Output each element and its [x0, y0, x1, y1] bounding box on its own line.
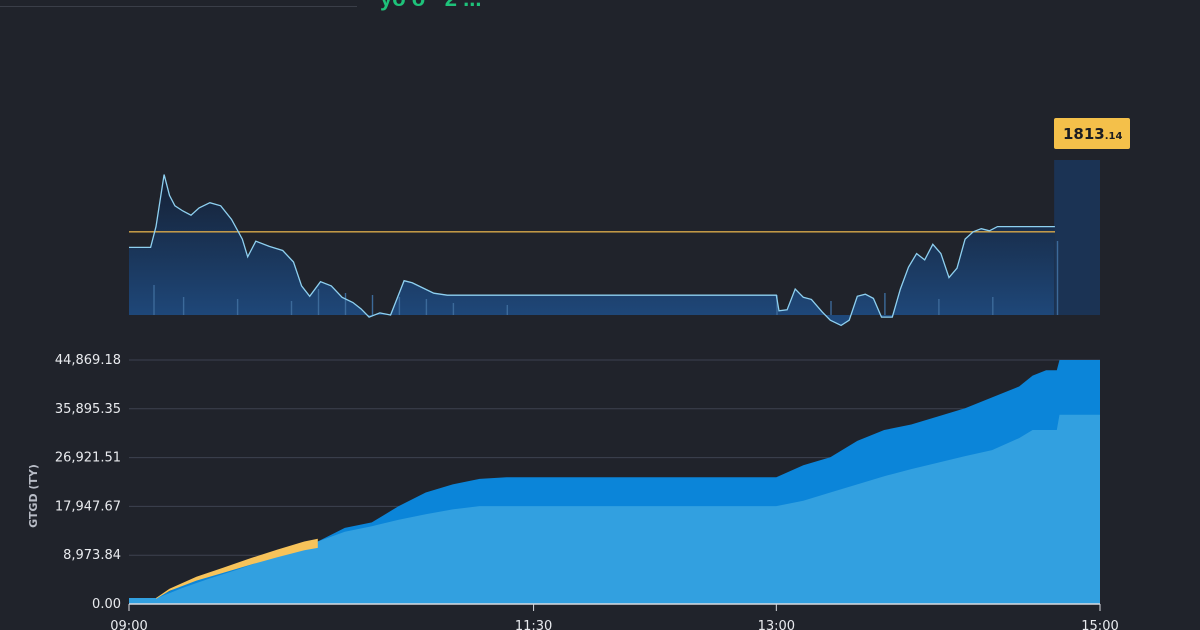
x-tick-label: 13:00 — [758, 619, 795, 630]
volume-bar — [344, 293, 347, 315]
y-tick-label: 44,869.18 — [55, 353, 121, 368]
volume-bar — [452, 303, 455, 315]
price-area-fill — [129, 174, 1055, 326]
early-session-band — [156, 538, 318, 599]
y-tick-label: 26,921.51 — [55, 451, 121, 466]
price-series-line — [129, 174, 1055, 327]
y-tick-label: 8,973.84 — [63, 548, 121, 563]
y-axis-title: GTGD (TY) — [27, 464, 40, 528]
top-divider — [0, 6, 357, 7]
volume-bar — [776, 295, 778, 315]
volume-bar — [992, 297, 994, 315]
x-tick-label: 09:00 — [110, 619, 147, 630]
current-price-badge — [1054, 118, 1130, 149]
header-fragment: yo o · 2 ... — [380, 0, 481, 12]
volume-bar — [830, 301, 832, 315]
volume-bar — [236, 299, 239, 315]
value-panel: 0.00 8,973.84 17,947.67 26,921.51 35,895.35 4… — [27, 353, 1119, 630]
volume-bar — [506, 305, 508, 315]
volume-bar — [398, 297, 401, 315]
volume-bar — [1056, 241, 1059, 315]
price-panel: 1813.14 — [129, 118, 1130, 327]
y-tick-label: 0.00 — [92, 597, 121, 612]
y-tick-label: 35,895.35 — [55, 402, 121, 417]
volume-bar — [938, 299, 940, 315]
x-tick-label: 15:00 — [1081, 619, 1118, 630]
volume-bar — [884, 293, 886, 315]
volume-bar — [153, 285, 155, 315]
x-tick-label: 11:30 — [515, 619, 552, 630]
volume-bar — [371, 295, 374, 315]
volume-bar — [182, 297, 185, 315]
volume-bar — [290, 301, 293, 315]
volume-bar — [425, 299, 428, 315]
current-price-decimal: .14 — [1105, 131, 1123, 142]
y-tick-label: 17,947.67 — [55, 499, 121, 514]
matched-value-area — [129, 414, 1100, 604]
price-area-tail — [1054, 160, 1100, 315]
volume-bar — [317, 289, 320, 315]
